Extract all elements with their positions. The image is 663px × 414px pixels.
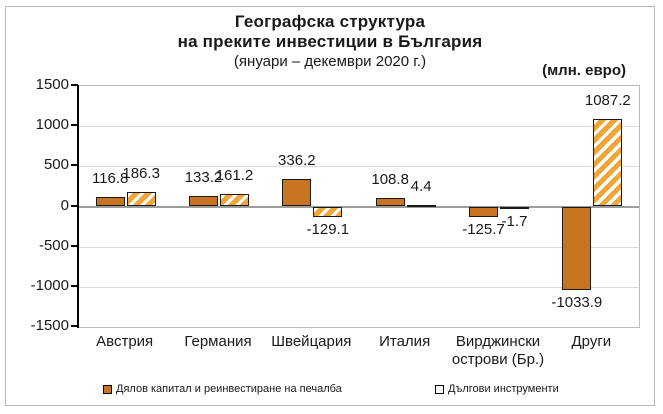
legend-swatch-hatched (435, 384, 444, 394)
bar-value-label: 186.3 (122, 164, 160, 182)
y-axis-tick (71, 284, 78, 287)
bar-value-label: 116.8 (91, 170, 129, 188)
chart-frame: Географска структура на преките инвестиц… (5, 6, 655, 406)
legend-swatch-solid (103, 384, 112, 394)
bar-value-label: 133.2 (184, 168, 223, 186)
legend-label-debt: Дългови инструменти (448, 383, 559, 395)
bar-hatched-1 (220, 193, 249, 207)
chart-subtitle: (януари – декември 2020 г.) (233, 53, 427, 70)
x-axis-category-label: Италия (379, 333, 431, 350)
gridline (79, 166, 639, 168)
legend-entry-equity: Дялов капитал и реинвестиране на печалба (103, 381, 342, 397)
y-axis-tick (71, 325, 78, 327)
bar-value-label: -125.7 (462, 220, 505, 238)
y-axis-tick-label: 500 (43, 156, 69, 174)
x-axis-category-label: Швейцария (271, 333, 352, 350)
chart-title-line1: Географска структура (234, 12, 426, 31)
bar-hatched-2 (313, 206, 343, 217)
bar-solid-5 (562, 206, 592, 290)
bar-solid-1 (189, 195, 218, 207)
y-axis-line (77, 85, 79, 328)
bar-value-label: 336.2 (278, 152, 316, 170)
legend-entry-debt: Дългови инструменти (435, 381, 559, 397)
y-axis-tick (71, 164, 78, 167)
x-axis-category-label: Вирджински острови (Бр.) (451, 333, 545, 368)
y-axis-tick-label: -1500 (30, 317, 69, 334)
bar-value-label: 1087.2 (584, 92, 631, 110)
bar-value-label: -1033.9 (551, 293, 603, 311)
x-axis-category-label: Австрия (96, 333, 154, 350)
gridline (79, 246, 639, 248)
legend-label-equity: Дялов капитал и реинвестиране на печалба (116, 383, 342, 395)
bar-solid-4 (469, 206, 498, 217)
zero-axis-line (79, 205, 639, 208)
bar-hatched-3 (406, 204, 436, 207)
y-axis-tick (71, 204, 78, 207)
chart-title-block: Географска структура на преките инвестиц… (6, 12, 654, 71)
bar-hatched-5 (593, 119, 623, 207)
bar-solid-0 (95, 197, 125, 207)
chart-title-line2: на преките инвестиции в България (177, 32, 483, 51)
y-axis-tick (71, 244, 78, 247)
plot-area: 116.8 133.2 336.2 108.8 -125.7 -1033.9 186.3 16… (77, 85, 640, 328)
units-label: (млн. евро) (542, 62, 626, 79)
bar-value-label: 4.4 (410, 177, 432, 195)
y-axis-tick-label: -1000 (30, 276, 69, 294)
bar-value-label: -129.1 (306, 220, 350, 238)
y-axis-tick-label: -500 (38, 236, 69, 254)
bar-value-label: 161.2 (215, 166, 254, 184)
y-axis-tick (71, 84, 78, 86)
y-axis-tick-label: 0 (60, 196, 69, 214)
y-axis-tick (71, 124, 78, 127)
bar-value-label: -1.7 (501, 212, 528, 230)
bar-hatched-4 (500, 206, 529, 209)
gridline (79, 126, 639, 128)
x-axis-category-label: Други (571, 333, 612, 350)
bar-solid-2 (282, 179, 312, 207)
y-axis-tick-label: 1000 (35, 116, 69, 134)
bar-solid-3 (375, 197, 405, 207)
gridline (79, 286, 639, 288)
bar-value-label: 108.8 (371, 170, 409, 188)
bar-hatched-0 (126, 191, 156, 207)
x-axis-category-label: Германия (184, 333, 252, 350)
y-axis-tick-label: 1500 (35, 76, 69, 93)
